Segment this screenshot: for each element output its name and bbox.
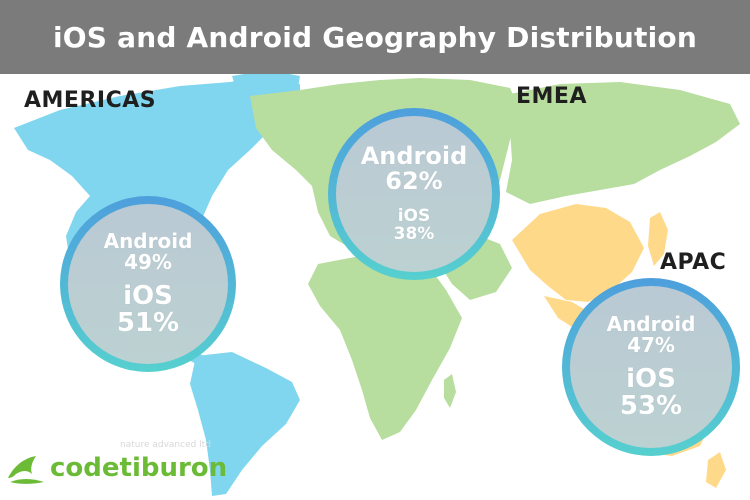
south-america-shape [190, 352, 300, 496]
watermark-text: nature advanced ltd [120, 440, 211, 450]
americas-share-bubble: Android 49% iOS 51% [60, 196, 236, 372]
title-bar: iOS and Android Geography Distribution [0, 0, 750, 74]
americas-android-share: 49% [124, 249, 172, 274]
brand-logo: codetiburon [6, 448, 227, 488]
americas-ios-label: iOS [123, 280, 173, 311]
region-label-emea: EMEA [516, 84, 587, 109]
new-zealand-shape [706, 452, 726, 488]
russia-shape [500, 82, 740, 204]
apac-ios-share: 53% [619, 391, 683, 421]
emea-android-label: Android [360, 141, 468, 170]
region-label-apac: APAC [660, 250, 727, 275]
emea-share-bubble: Android 62% iOS 38% [328, 108, 500, 280]
brand-name: codetiburon [50, 453, 228, 483]
africa-shape [308, 256, 462, 440]
americas-android-label: Android [103, 228, 193, 253]
madagascar-shape [444, 374, 456, 408]
apac-ios-label: iOS [626, 363, 676, 394]
page-title: iOS and Android Geography Distribution [53, 20, 697, 54]
emea-ios-label: iOS [397, 206, 431, 227]
apac-android-label: Android [606, 311, 696, 336]
japan-shape [648, 212, 668, 266]
emea-android-share: 62% [385, 167, 443, 196]
emea-ios-share: 38% [393, 224, 435, 245]
region-label-americas: AMERICAS [24, 88, 157, 113]
apac-share-bubble: Android 47% iOS 53% [562, 278, 740, 456]
east-asia-shape [512, 204, 644, 302]
americas-ios-share: 51% [116, 308, 180, 338]
apac-android-share: 47% [627, 332, 675, 357]
shark-icon [8, 456, 44, 484]
